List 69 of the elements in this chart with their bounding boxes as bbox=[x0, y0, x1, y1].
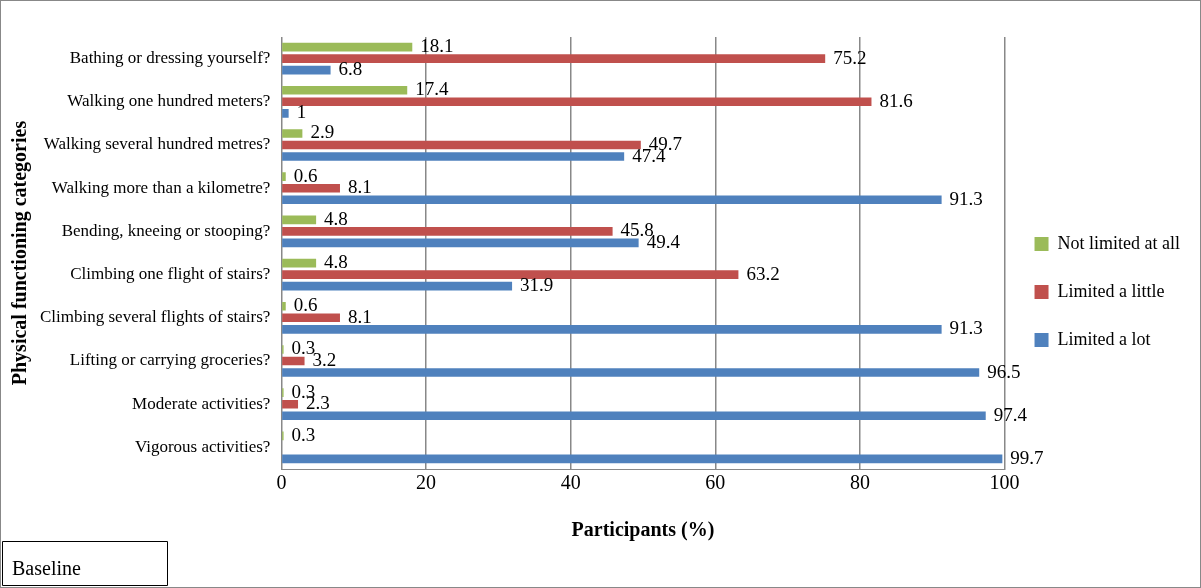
legend-label: Limited a little bbox=[1057, 280, 1165, 301]
data-label: 97.4 bbox=[993, 403, 1028, 425]
data-label: 6.8 bbox=[338, 58, 363, 80]
bar bbox=[282, 195, 942, 205]
x-tick-label: 0 bbox=[276, 471, 287, 494]
bar bbox=[282, 129, 303, 138]
data-label: 96.5 bbox=[987, 360, 1021, 382]
bar bbox=[282, 399, 299, 409]
data-label: 1 bbox=[296, 101, 307, 123]
bar bbox=[282, 281, 513, 291]
data-label: 2.9 bbox=[310, 121, 335, 143]
x-tick-label: 60 bbox=[705, 471, 726, 494]
y-tick-label: Walking several hundred metres? bbox=[43, 134, 271, 154]
y-tick-label: Vigorous activities? bbox=[134, 436, 271, 456]
data-label: 8.1 bbox=[347, 305, 372, 327]
bar bbox=[282, 42, 413, 52]
data-label: 31.9 bbox=[520, 274, 554, 296]
data-label: 0.6 bbox=[293, 164, 318, 186]
data-label: 0.6 bbox=[293, 294, 318, 316]
x-axis-title: Participants (%) bbox=[571, 518, 715, 542]
bar bbox=[282, 411, 986, 421]
text: Baseline bbox=[12, 557, 81, 580]
y-tick-label: Bathing or dressing yourself? bbox=[69, 48, 271, 68]
data-label: 17.4 bbox=[415, 78, 449, 100]
data-label: 81.6 bbox=[879, 89, 913, 111]
y-tick-label: Climbing several flights of stairs? bbox=[40, 307, 271, 327]
bar bbox=[282, 97, 872, 107]
y-tick-label: Moderate activities? bbox=[132, 393, 271, 413]
y-axis-title: Physical functioning categories bbox=[8, 120, 32, 386]
bar bbox=[282, 313, 340, 323]
bar bbox=[282, 368, 980, 377]
data-label: 99.7 bbox=[1010, 446, 1044, 468]
bar bbox=[282, 301, 286, 311]
y-tick-label: Walking one hundred meters? bbox=[67, 91, 271, 111]
data-label: 18.1 bbox=[420, 35, 454, 57]
bar bbox=[282, 270, 739, 279]
legend-label: Not limited at all bbox=[1057, 232, 1181, 253]
bar bbox=[282, 227, 613, 236]
data-label: 91.3 bbox=[949, 187, 983, 209]
x-tick-label: 100 bbox=[989, 471, 1020, 494]
y-tick-label: Lifting or carrying groceries? bbox=[69, 350, 271, 370]
bar bbox=[282, 238, 639, 248]
legend-label: Limited a lot bbox=[1057, 328, 1151, 349]
bar bbox=[282, 215, 317, 225]
data-label: 91.3 bbox=[949, 317, 983, 339]
data-label: 8.1 bbox=[347, 176, 372, 198]
data-label: 63.2 bbox=[746, 262, 780, 284]
bar bbox=[282, 54, 826, 63]
bar bbox=[282, 65, 331, 75]
bar bbox=[282, 109, 289, 118]
bar bbox=[282, 85, 408, 95]
x-tick-label: 80 bbox=[849, 471, 870, 494]
bar bbox=[282, 454, 1003, 464]
y-tick-label: Walking more than a kilometre? bbox=[51, 177, 271, 197]
x-tick-label: 40 bbox=[560, 471, 581, 494]
bar bbox=[282, 258, 317, 268]
data-label: 75.2 bbox=[833, 46, 867, 68]
data-label: 0.3 bbox=[291, 423, 316, 445]
y-tick-label: Climbing one flight of stairs? bbox=[70, 264, 271, 284]
bar bbox=[282, 140, 641, 150]
x-tick-label: 20 bbox=[416, 471, 437, 494]
data-label: 4.8 bbox=[324, 251, 348, 273]
bar bbox=[282, 152, 625, 161]
data-label: 4.8 bbox=[324, 207, 348, 229]
y-tick-label: Bending, kneeing or stooping? bbox=[61, 220, 271, 240]
bar bbox=[282, 172, 286, 181]
bar bbox=[282, 183, 340, 193]
bar bbox=[282, 325, 942, 334]
bar bbox=[282, 356, 305, 366]
